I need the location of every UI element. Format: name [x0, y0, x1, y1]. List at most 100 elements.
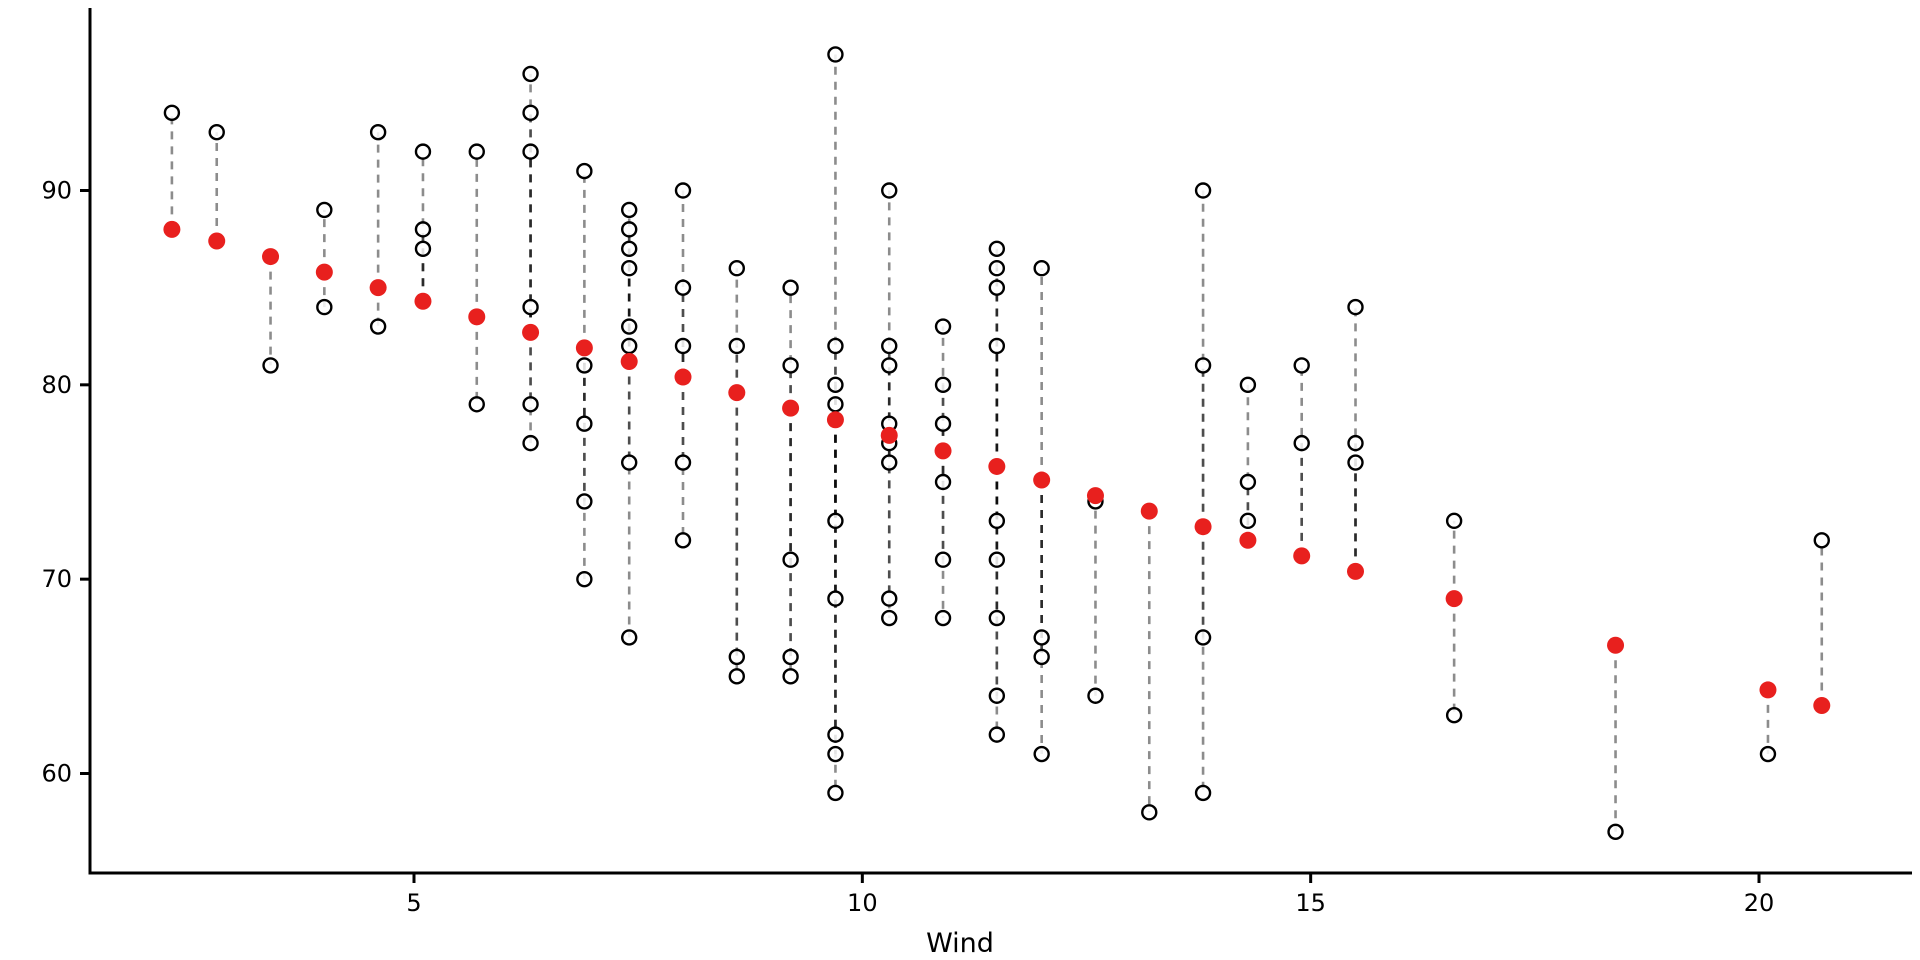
observed-point: [468, 396, 485, 413]
observed-point: [1194, 629, 1212, 646]
observed-point: [468, 143, 485, 160]
fitted-point: [988, 457, 1006, 475]
observed-point: [1607, 823, 1624, 840]
observed-point: [881, 590, 898, 607]
x-tick-label: 10: [847, 889, 878, 917]
fitted-point: [1033, 471, 1051, 489]
fitted-point: [208, 232, 226, 250]
observed-point: [827, 46, 844, 63]
observed-point: [576, 570, 593, 588]
observed-point: [827, 376, 844, 394]
fitted-point: [880, 426, 898, 444]
observed-point: [782, 551, 799, 568]
fitted-point: [575, 339, 593, 357]
observed-point: [674, 337, 692, 355]
observed-point: [621, 201, 638, 219]
observed-point: [782, 279, 799, 296]
fitted-point: [1813, 696, 1831, 714]
fitted-point: [1293, 547, 1311, 565]
observed-point: [988, 512, 1006, 530]
observed-point: [1293, 357, 1310, 374]
observed-point: [782, 668, 799, 685]
observed-point: [827, 512, 844, 530]
fitted-point: [522, 323, 540, 341]
fitted-point: [674, 368, 692, 386]
observed-point: [621, 454, 638, 471]
observed-point: [522, 396, 539, 413]
observed-point: [1141, 804, 1158, 821]
observed-point: [934, 551, 952, 568]
observed-point: [522, 298, 539, 316]
observed-point: [827, 337, 844, 355]
observed-point: [621, 240, 638, 257]
observed-point: [522, 104, 539, 121]
observed-point: [621, 221, 638, 238]
x-tick-label: 5: [406, 889, 421, 917]
observed-point: [522, 65, 539, 83]
y-tick-label: 60: [41, 759, 72, 787]
observed-point: [988, 609, 1006, 627]
fitted-point: [262, 248, 280, 266]
y-tick-label: 70: [41, 565, 72, 593]
fitted-point: [620, 353, 638, 371]
observed-point: [369, 124, 387, 141]
observed-point: [988, 240, 1006, 257]
fitted-point: [1239, 531, 1257, 549]
fitted-point: [1140, 502, 1158, 520]
observed-point: [881, 454, 898, 471]
observed-point: [881, 182, 898, 199]
observed-point: [674, 279, 692, 296]
observed-point: [1194, 784, 1212, 802]
observed-point: [621, 337, 638, 355]
observed-point: [621, 629, 638, 646]
observed-point: [728, 648, 746, 666]
observed-point: [1347, 434, 1364, 452]
x-tick-label: 15: [1295, 889, 1326, 917]
observed-point: [934, 473, 952, 491]
observed-point: [881, 337, 898, 355]
observed-point: [881, 609, 898, 627]
observed-point: [1347, 298, 1364, 316]
observed-point: [934, 609, 952, 627]
observed-point: [728, 337, 746, 355]
observed-point: [1087, 687, 1104, 704]
fitted-point: [728, 384, 746, 402]
observed-point: [621, 260, 638, 277]
observed-point: [988, 337, 1006, 355]
fitted-point: [468, 308, 486, 326]
observed-point: [208, 124, 225, 141]
observed-point: [1194, 182, 1212, 199]
y-tick-label: 80: [41, 371, 72, 399]
observed-point: [576, 357, 593, 374]
observed-point: [1194, 357, 1212, 374]
observed-point: [1033, 260, 1050, 277]
observed-point: [262, 357, 279, 374]
observed-point: [934, 318, 952, 335]
fitted-point: [782, 399, 800, 417]
observed-point: [576, 493, 593, 510]
x-tick-label: 20: [1744, 889, 1775, 917]
fitted-point: [934, 442, 952, 460]
observed-point: [827, 726, 844, 743]
observed-point: [674, 182, 692, 199]
y-tick-label: 90: [41, 177, 72, 205]
x-axis-title: Wind: [926, 928, 994, 959]
observed-point: [1759, 745, 1777, 763]
observed-point: [1239, 473, 1257, 491]
observed-point: [1239, 512, 1257, 530]
observed-point: [369, 318, 387, 335]
observed-point: [827, 784, 844, 802]
fitted-point: [1445, 590, 1463, 608]
fitted-point: [1607, 636, 1625, 654]
observed-point: [988, 551, 1006, 568]
observed-point: [621, 318, 638, 335]
fitted-point: [1347, 562, 1365, 580]
observed-point: [782, 648, 799, 666]
observed-point: [988, 687, 1006, 704]
observed-point: [1445, 512, 1463, 530]
fitted-point: [1759, 681, 1777, 699]
observed-point: [934, 376, 952, 394]
observed-point: [414, 240, 432, 257]
